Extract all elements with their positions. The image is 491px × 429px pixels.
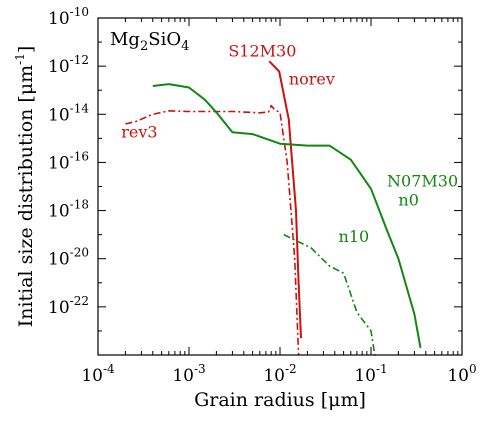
x-tick-base: 10 [172, 366, 194, 386]
y-tick-exponent: -14 [70, 101, 90, 115]
x-tick-exponent: -3 [194, 362, 206, 376]
x-axis-label: Grain radius [μm] [194, 389, 366, 411]
x-tick-base: 10 [263, 366, 285, 386]
y-tick-base: 10 [48, 153, 70, 173]
chart-title-part: Mg [110, 29, 140, 50]
x-tick-label: 10-1 [354, 362, 387, 386]
labels-layer: 10-4 10-3 10-2 10-1 10010-1010-1210-1410-161… [13, 5, 477, 411]
y-tick-base: 10 [48, 57, 70, 77]
y-tick-label: 10-12 [48, 53, 89, 77]
y-axis-label-exponent: -1 [13, 53, 27, 65]
y-tick-exponent: -16 [70, 149, 89, 163]
y-tick-label: 10-20 [48, 246, 89, 270]
series-line-norev [268, 60, 302, 339]
y-tick-base: 10 [48, 9, 70, 29]
y-tick-exponent: -22 [70, 294, 89, 308]
y-tick-label: 10-22 [48, 294, 89, 318]
y-tick-label: 10-14 [48, 101, 89, 125]
y-tick-exponent: -20 [70, 246, 89, 260]
y-axis-label-end: ] [15, 46, 37, 53]
annotation-label: N07M30 [387, 172, 458, 191]
x-tick-exponent: -1 [376, 362, 388, 376]
y-tick-base: 10 [48, 202, 70, 222]
x-tick-exponent: -4 [103, 362, 115, 376]
x-tick-base: 10 [447, 366, 469, 386]
x-tick-label: 10-2 [263, 362, 296, 386]
y-tick-base: 10 [48, 105, 70, 125]
series-line-n0 [152, 83, 422, 348]
chart-title-part: 4 [181, 39, 189, 54]
y-tick-exponent: -12 [70, 53, 89, 67]
y-tick-base: 10 [48, 250, 70, 270]
y-tick-label: 10-18 [48, 198, 89, 222]
y-tick-label: 10-10 [48, 5, 89, 29]
annotation-label: n10 [339, 227, 370, 246]
series-line-n10 [283, 233, 376, 356]
annotation-label: norev [289, 70, 335, 89]
y-tick-exponent: -18 [70, 198, 89, 212]
x-tick-base: 10 [354, 366, 376, 386]
y-tick-base: 10 [48, 298, 70, 318]
x-tick-exponent: 0 [469, 362, 477, 376]
annotation-label: S12M30 [228, 42, 296, 61]
annotation-label: rev3 [121, 122, 157, 141]
y-tick-exponent: -10 [70, 5, 89, 19]
x-tick-base: 10 [81, 366, 103, 386]
series-line-rev3 [125, 104, 300, 356]
x-tick-label: 10-4 [81, 362, 115, 386]
chart-title-part: 2 [140, 39, 148, 54]
y-axis-label-text: Initial size distribution [μm [15, 65, 37, 327]
y-axis-label: Initial size distribution [μm-1] [13, 46, 37, 328]
plot-frame [97, 17, 463, 356]
chart-title: Mg2SiO4 [110, 29, 189, 54]
series-layer [125, 60, 422, 356]
x-tick-label: 10-3 [172, 362, 205, 386]
chart-title-part: SiO [148, 29, 181, 50]
x-tick-exponent: -2 [285, 362, 297, 376]
annotation-label: n0 [398, 191, 418, 210]
x-tick-label: 100 [447, 362, 476, 386]
y-tick-label: 10-16 [48, 149, 89, 173]
